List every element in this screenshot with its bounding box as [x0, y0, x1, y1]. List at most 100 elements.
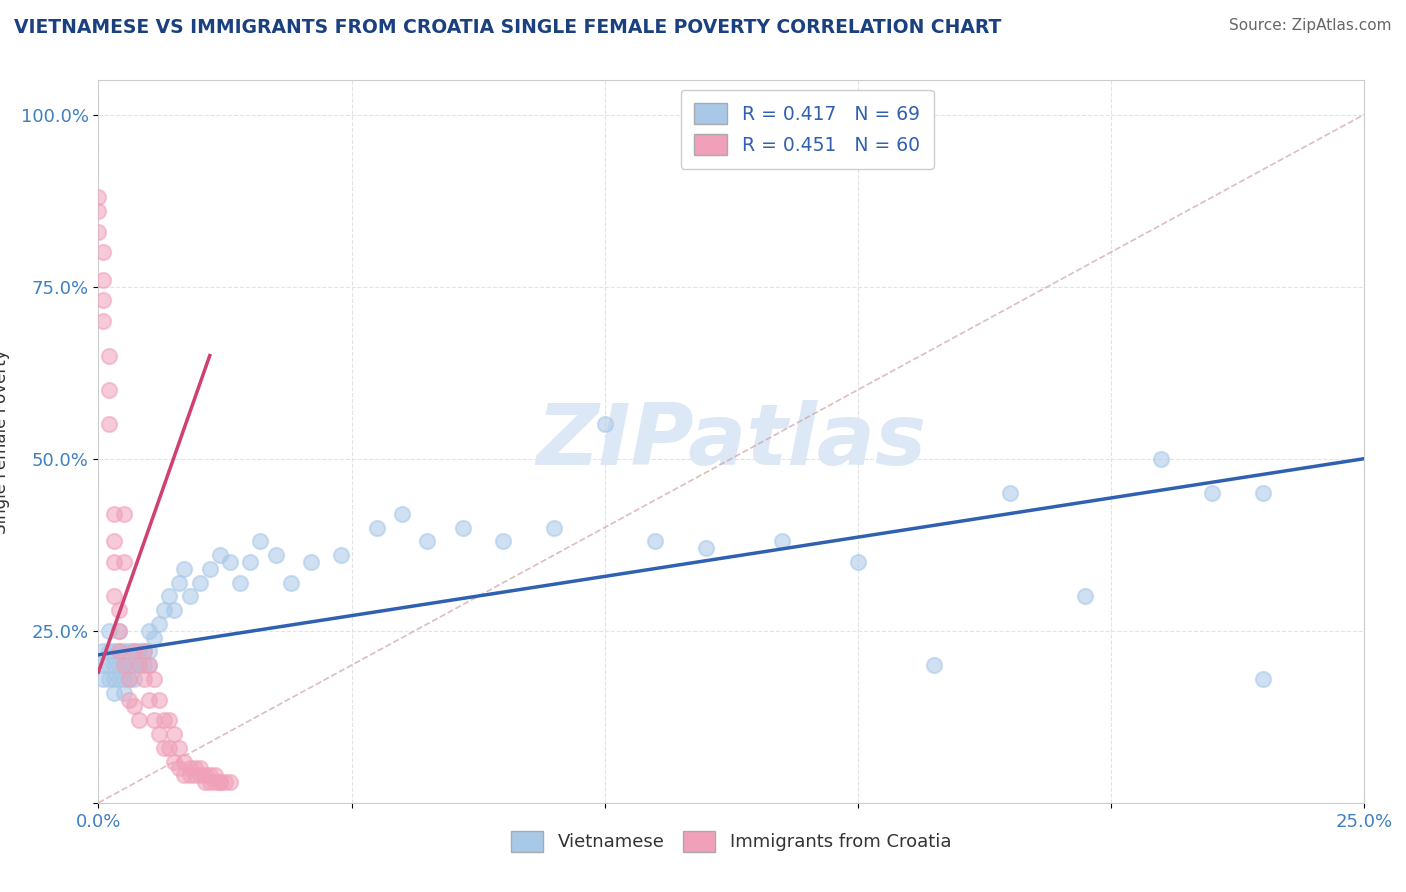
- Point: [107, 603, 129, 617]
- Point: [103, 672, 125, 686]
- Point: [112, 658, 135, 673]
- Text: Source: ZipAtlas.com: Source: ZipAtlas.com: [1229, 18, 1392, 33]
- Point: [97, 349, 120, 363]
- Point: [132, 658, 155, 673]
- Point: [138, 658, 160, 673]
- Point: [173, 755, 195, 769]
- Point: [93, 273, 115, 287]
- Point: [644, 534, 666, 549]
- Point: [204, 775, 226, 789]
- Point: [1251, 672, 1274, 686]
- Point: [153, 740, 176, 755]
- Point: [128, 658, 150, 673]
- Point: [118, 672, 141, 686]
- Text: ZIPatlas: ZIPatlas: [536, 400, 927, 483]
- Text: VIETNAMESE VS IMMIGRANTS FROM CROATIA SINGLE FEMALE POVERTY CORRELATION CHART: VIETNAMESE VS IMMIGRANTS FROM CROATIA SI…: [14, 18, 1001, 37]
- Point: [118, 644, 141, 658]
- Point: [179, 590, 201, 604]
- Point: [112, 507, 135, 521]
- Point: [183, 761, 205, 775]
- Point: [188, 761, 211, 775]
- Point: [163, 755, 186, 769]
- Point: [204, 768, 226, 782]
- Point: [112, 672, 135, 686]
- Point: [97, 417, 120, 432]
- Point: [183, 768, 205, 782]
- Point: [163, 603, 186, 617]
- Point: [194, 775, 217, 789]
- Point: [173, 562, 195, 576]
- Point: [299, 555, 322, 569]
- Point: [93, 314, 115, 328]
- Point: [138, 692, 160, 706]
- Point: [153, 603, 176, 617]
- Point: [93, 658, 115, 673]
- Point: [112, 658, 135, 673]
- Point: [451, 520, 474, 534]
- Point: [93, 672, 115, 686]
- Point: [169, 575, 191, 590]
- Point: [148, 727, 170, 741]
- Point: [103, 507, 125, 521]
- Point: [103, 686, 125, 700]
- Point: [138, 658, 160, 673]
- Point: [97, 644, 120, 658]
- Point: [107, 644, 129, 658]
- Point: [93, 644, 115, 658]
- Point: [118, 672, 141, 686]
- Point: [107, 658, 129, 673]
- Point: [543, 520, 565, 534]
- Point: [118, 692, 141, 706]
- Point: [103, 590, 125, 604]
- Point: [188, 768, 211, 782]
- Point: [107, 644, 129, 658]
- Point: [208, 548, 231, 562]
- Y-axis label: Single Female Poverty: Single Female Poverty: [0, 350, 10, 533]
- Point: [87, 204, 110, 219]
- Point: [157, 713, 180, 727]
- Point: [103, 555, 125, 569]
- Point: [118, 658, 141, 673]
- Point: [93, 245, 115, 260]
- Point: [163, 727, 186, 741]
- Point: [169, 761, 191, 775]
- Point: [998, 486, 1021, 500]
- Point: [112, 644, 135, 658]
- Point: [214, 775, 236, 789]
- Point: [97, 658, 120, 673]
- Point: [87, 225, 110, 239]
- Point: [97, 383, 120, 397]
- Point: [107, 624, 129, 638]
- Point: [122, 644, 145, 658]
- Point: [1150, 451, 1173, 466]
- Point: [128, 713, 150, 727]
- Point: [103, 658, 125, 673]
- Point: [132, 644, 155, 658]
- Point: [280, 575, 302, 590]
- Point: [188, 575, 211, 590]
- Point: [219, 775, 242, 789]
- Point: [143, 713, 166, 727]
- Point: [264, 548, 287, 562]
- Point: [122, 672, 145, 686]
- Point: [366, 520, 388, 534]
- Point: [198, 562, 221, 576]
- Point: [198, 768, 221, 782]
- Point: [1074, 590, 1097, 604]
- Point: [922, 658, 945, 673]
- Point: [112, 555, 135, 569]
- Point: [97, 672, 120, 686]
- Point: [391, 507, 413, 521]
- Point: [128, 644, 150, 658]
- Point: [103, 534, 125, 549]
- Point: [593, 417, 616, 432]
- Point: [97, 624, 120, 638]
- Point: [148, 692, 170, 706]
- Point: [153, 713, 176, 727]
- Point: [93, 293, 115, 308]
- Point: [179, 768, 201, 782]
- Point: [132, 672, 155, 686]
- Point: [157, 740, 180, 755]
- Point: [107, 672, 129, 686]
- Point: [157, 590, 180, 604]
